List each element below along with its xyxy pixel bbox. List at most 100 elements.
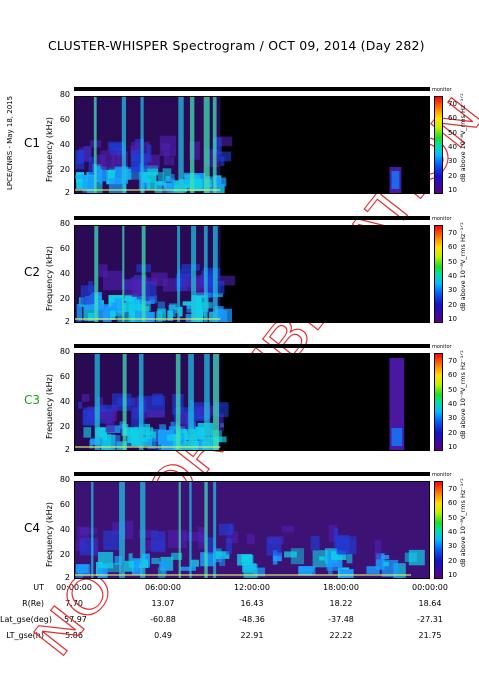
ephemeris-value: 22.22: [329, 631, 353, 640]
colorbar-tick-label: 40: [448, 143, 457, 151]
colorbar-tick-label: 60: [448, 499, 457, 508]
ephemeris-value: 13.07: [151, 599, 175, 608]
colorbar: [434, 96, 443, 194]
colorbar-unit-label: dB above 10⁻⁸V_rms Hz⁻¹ᐟ²: [459, 478, 467, 567]
colorbar-tick-label: 50: [448, 513, 457, 522]
colorbar-unit-label: dB above 10⁻⁸V_rms Hz⁻¹ᐟ²: [459, 222, 467, 311]
colorbar-tick-label: 30: [448, 414, 457, 423]
panel-top-bar: [74, 472, 430, 476]
y-tick-label: 2: [64, 445, 70, 454]
colorbar-tick-label: 70: [448, 229, 457, 237]
ephemeris-value: 22.91: [240, 631, 264, 640]
ephemeris-value: 0.49: [154, 631, 172, 640]
colorbar-tick-label: 40: [448, 272, 457, 280]
spectrogram-panel: [74, 481, 430, 579]
ephemeris-value: 18.22: [329, 599, 353, 608]
ephemeris-value: -57.97: [61, 615, 87, 624]
y-tick-label: 60: [59, 372, 70, 382]
spacecraft-label: C3: [24, 393, 41, 407]
colorbar-tick-label: 10: [448, 315, 457, 323]
y-tick-label: 80: [59, 475, 70, 484]
colorbar-tick-label: 30: [448, 286, 457, 295]
colorbar-tick-label: 50: [448, 385, 457, 394]
colorbar-tick-label: 60: [448, 243, 457, 252]
y-tick-label: 20: [59, 422, 70, 432]
colorbar: [434, 225, 443, 323]
y-tick-label: 40: [59, 397, 70, 407]
colorbar-tick-label: 70: [448, 100, 457, 108]
ephemeris-value: -27.31: [417, 615, 443, 624]
ephemeris-value: 5.86: [65, 631, 83, 640]
ephemeris-value: 18.64: [418, 599, 442, 608]
ephemeris-label: LT_gse(h): [6, 631, 44, 640]
ephemeris-label: UT: [33, 583, 44, 592]
colorbar-tick-label: 40: [448, 528, 457, 536]
y-tick-label: 2: [64, 573, 70, 582]
spectrogram-panel: [74, 225, 430, 323]
colorbar: [434, 353, 443, 451]
y-tick-label: 80: [59, 219, 70, 228]
y-tick-label: 20: [59, 165, 70, 175]
spectrogram-image: [75, 482, 429, 578]
colorbar-tick-label: 20: [448, 171, 457, 180]
y-tick-label: 40: [59, 140, 70, 150]
ephemeris-value: -60.88: [150, 615, 176, 624]
colorbar-tick-label: 10: [448, 443, 457, 451]
colorbar-title: monitor: [432, 344, 452, 350]
panel-top-bar: [74, 216, 430, 220]
y-tick-label: 80: [59, 90, 70, 99]
colorbar-tick-label: 50: [448, 257, 457, 266]
colorbar-unit-label: dB above 10⁻⁸V_rms Hz⁻¹ᐟ²: [459, 350, 467, 439]
x-tick-label: 00:00:00: [412, 583, 448, 592]
spectrogram-panel: [74, 353, 430, 451]
spacecraft-label: C2: [24, 265, 41, 279]
page-title: CLUSTER-WHISPER Spectrogram / OCT 09, 20…: [48, 38, 425, 53]
spectrogram-image: [75, 354, 405, 450]
colorbar-tick-label: 60: [448, 371, 457, 380]
colorbar-tick-label: 20: [448, 556, 457, 565]
colorbar-tick-label: 20: [448, 428, 457, 437]
spectrogram-image: [75, 97, 402, 193]
ephemeris-value: 21.75: [418, 631, 442, 640]
ephemeris-value: 7.70: [65, 599, 83, 608]
y-tick-label: 40: [59, 269, 70, 279]
colorbar-tick-label: 10: [448, 186, 457, 194]
y-tick-label: 40: [59, 525, 70, 535]
y-tick-label: 2: [64, 188, 70, 197]
y-axis-label: Frequency (kHz): [45, 246, 54, 311]
colorbar-title: monitor: [432, 87, 452, 93]
ephemeris-label: Lat_gse(deg): [0, 615, 52, 624]
y-axis-label: Frequency (kHz): [45, 117, 54, 182]
colorbar-title: monitor: [432, 216, 452, 222]
x-tick-label: 00:00:00: [56, 583, 92, 592]
spectrogram-image: [75, 226, 236, 322]
colorbar-tick-label: 50: [448, 128, 457, 137]
y-tick-label: 60: [59, 115, 70, 125]
colorbar-tick-label: 70: [448, 357, 457, 365]
ephemeris-value: -48.36: [239, 615, 265, 624]
colorbar-tick-label: 60: [448, 114, 457, 123]
panel-top-bar: [74, 344, 430, 348]
colorbar-tick-label: 20: [448, 300, 457, 309]
y-tick-label: 60: [59, 500, 70, 510]
y-axis-label: Frequency (kHz): [45, 502, 54, 567]
ephemeris-label: R(Re): [22, 599, 44, 608]
y-tick-label: 60: [59, 244, 70, 254]
colorbar-tick-label: 30: [448, 542, 457, 551]
colorbar-tick-label: 40: [448, 400, 457, 408]
ephemeris-value: -37.48: [328, 615, 354, 624]
spectrogram-panel: [74, 96, 430, 194]
y-tick-label: 20: [59, 294, 70, 304]
colorbar: [434, 481, 443, 579]
ephemeris-value: 16.43: [240, 599, 264, 608]
x-tick-label: 06:00:00: [145, 583, 181, 592]
spacecraft-label: C4: [24, 521, 41, 535]
colorbar-title: monitor: [432, 472, 452, 478]
x-tick-label: 18:00:00: [323, 583, 359, 592]
colorbar-tick-label: 10: [448, 571, 457, 579]
y-tick-label: 80: [59, 347, 70, 356]
spacecraft-label: C1: [24, 136, 41, 150]
y-tick-label: 20: [59, 550, 70, 560]
colorbar-unit-label: dB above 10⁻⁸V_rms Hz⁻¹ᐟ²: [459, 93, 467, 182]
x-tick-label: 12:00:00: [234, 583, 270, 592]
